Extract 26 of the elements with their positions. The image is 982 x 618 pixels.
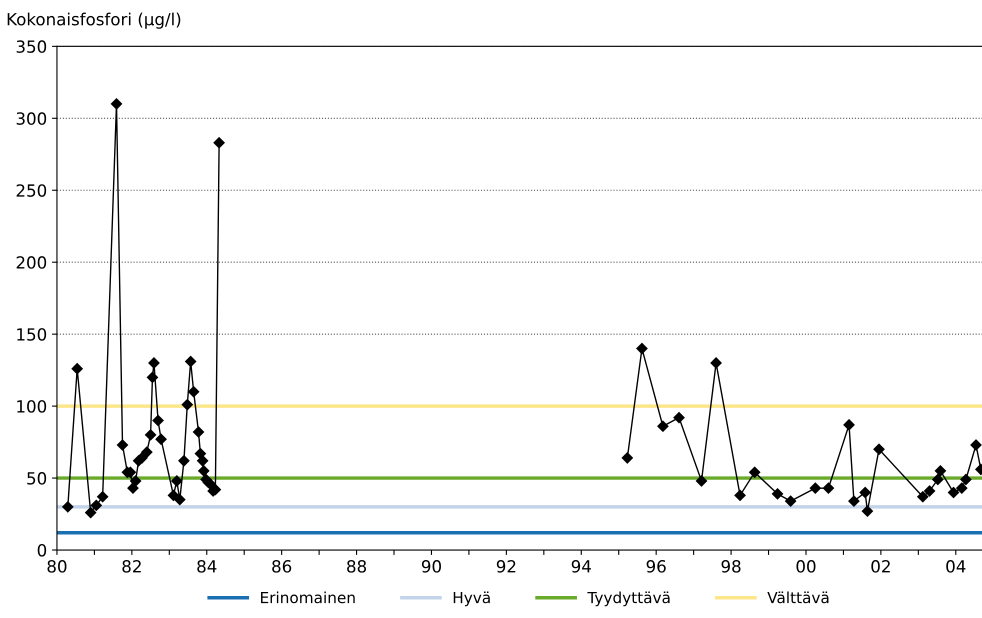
legend-label: Välttävä	[767, 591, 828, 604]
y-tick-label: 150	[17, 328, 46, 341]
x-tick-label: 96	[646, 560, 666, 573]
x-tick-label: 00	[796, 560, 816, 573]
y-tick-label: 200	[16, 256, 46, 269]
y-tick-label: 0	[38, 544, 46, 557]
x-tick-label: 82	[122, 560, 141, 573]
x-tick-label: 94	[572, 560, 591, 573]
legend-label: Erinomainen	[261, 591, 355, 604]
legend-label: Tyydyttävä	[587, 591, 670, 606]
x-tick-label: 02	[871, 560, 890, 573]
y-tick-label: 250	[16, 184, 46, 197]
y-tick-label: 100	[17, 400, 46, 413]
legend-label: Hyvä	[454, 592, 490, 606]
x-tick-label: 86	[272, 560, 292, 573]
x-tick-label: 92	[496, 560, 516, 573]
y-tick-label: 350	[16, 40, 46, 53]
x-tick-label: 98	[722, 560, 741, 573]
x-tick-label: 84	[197, 560, 216, 573]
x-tick-label: 88	[347, 560, 366, 573]
y-tick-label: 50	[27, 472, 46, 485]
y-axis-title: Kokonaisfosfori (µg/l)	[8, 12, 180, 29]
x-tick-label: 90	[422, 560, 441, 573]
y-tick-label: 300	[16, 112, 46, 125]
x-tick-label: 04	[946, 560, 966, 573]
x-tick-label: 80	[47, 560, 66, 573]
